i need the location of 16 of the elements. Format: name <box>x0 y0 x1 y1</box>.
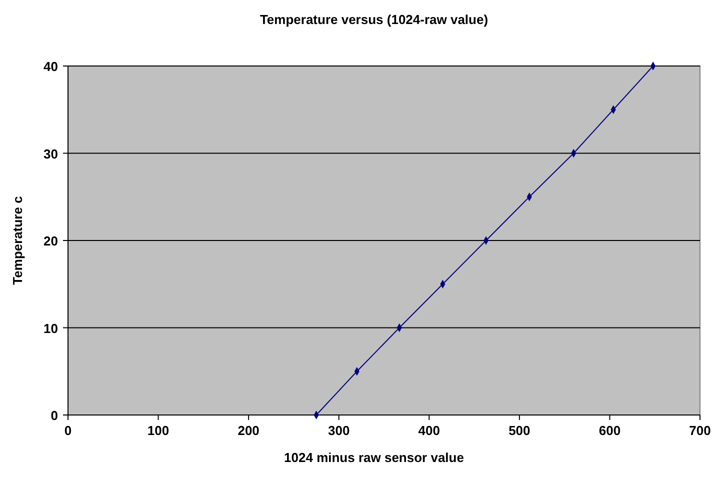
x-tick-label: 0 <box>64 423 72 438</box>
y-axis-title: Temperature c <box>10 196 25 285</box>
x-tick-label: 700 <box>689 423 711 438</box>
x-axis-title: 1024 minus raw sensor value <box>284 450 464 465</box>
x-tick-label: 600 <box>598 423 621 438</box>
y-tick-label: 30 <box>44 146 58 162</box>
y-tick-label: 10 <box>44 320 58 336</box>
chart-title: Temperature versus (1024-raw value) <box>260 12 488 27</box>
y-tick-label: 0 <box>50 408 58 423</box>
x-tick-label: 400 <box>418 423 440 438</box>
x-tick-label: 100 <box>147 423 170 438</box>
x-tick-label: 300 <box>328 423 350 438</box>
y-tick-label: 20 <box>44 234 58 248</box>
x-tick-label: 200 <box>238 423 260 438</box>
x-tick-label: 500 <box>508 423 530 438</box>
y-tick-label: 40 <box>44 59 58 74</box>
